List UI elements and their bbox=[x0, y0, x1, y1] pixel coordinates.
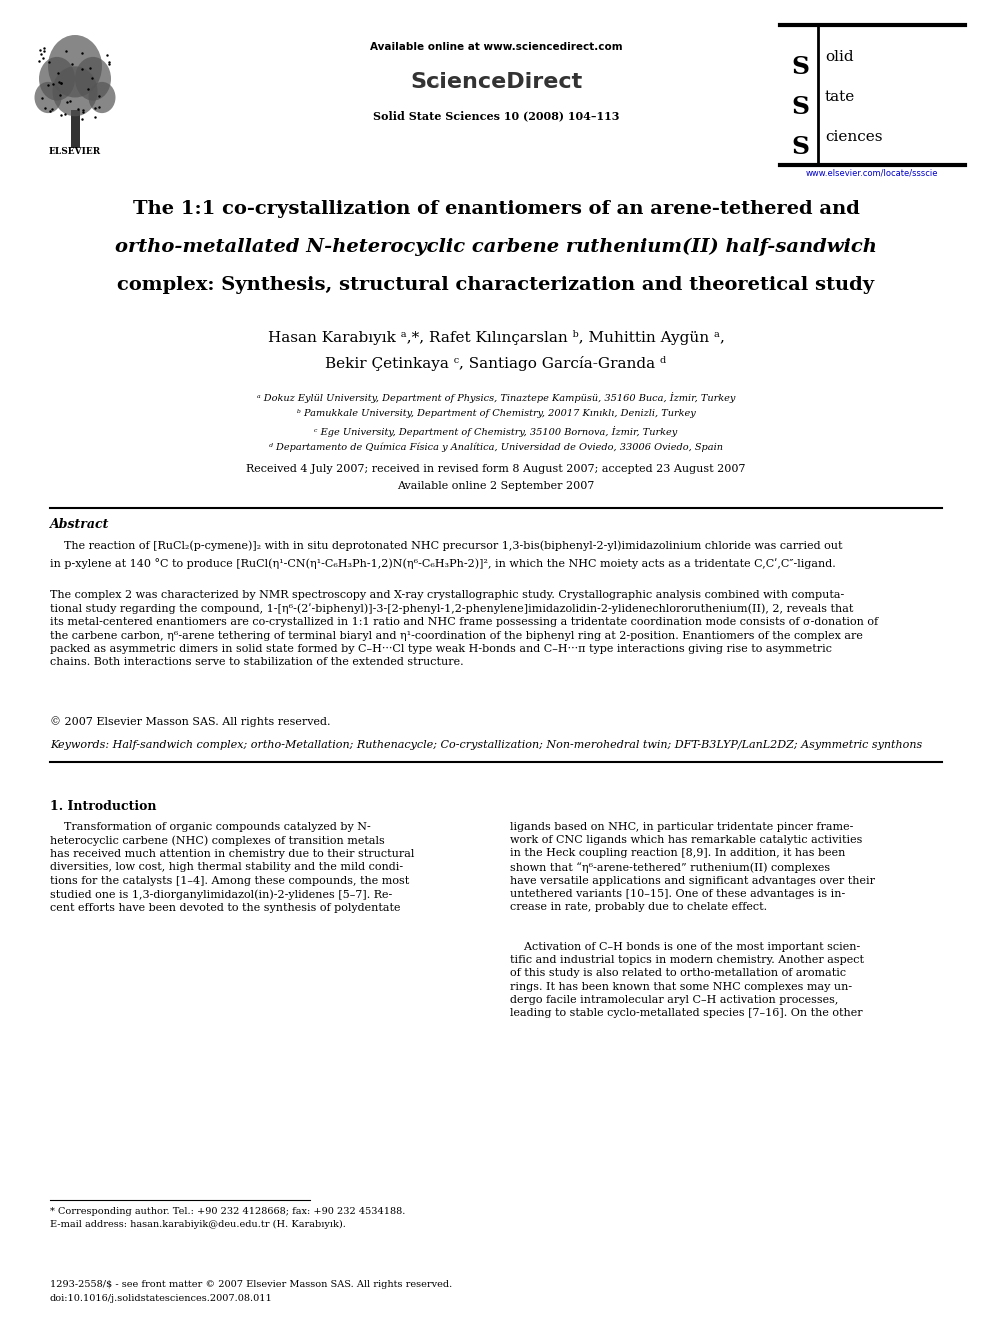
Text: ᵃ Dokuz Eylül University, Department of Physics, Tinaztepe Kampüsü, 35160 Buca, : ᵃ Dokuz Eylül University, Department of … bbox=[257, 392, 735, 404]
Text: 1293-2558/$ - see front matter © 2007 Elsevier Masson SAS. All rights reserved.: 1293-2558/$ - see front matter © 2007 El… bbox=[50, 1279, 452, 1289]
Ellipse shape bbox=[53, 66, 97, 116]
Text: Available online at www.sciencedirect.com: Available online at www.sciencedirect.co… bbox=[370, 42, 622, 52]
Text: ScienceDirect: ScienceDirect bbox=[410, 71, 582, 93]
Text: olid: olid bbox=[825, 50, 854, 64]
Text: Available online 2 September 2007: Available online 2 September 2007 bbox=[398, 482, 594, 491]
Ellipse shape bbox=[75, 57, 111, 101]
Text: Abstract: Abstract bbox=[50, 519, 109, 531]
Text: ᵈ Departamento de Química Física y Analítica, Universidad de Oviedo, 33006 Ovied: ᵈ Departamento de Química Física y Analí… bbox=[269, 443, 723, 452]
Text: ᶜ Ege University, Department of Chemistry, 35100 Bornova, İzmir, Turkey: ᶜ Ege University, Department of Chemistr… bbox=[314, 426, 678, 437]
Text: Hasan Karabıyık ᵃ,*, Rafet Kılınçarslan ᵇ, Muhittin Aygün ᵃ,: Hasan Karabıyık ᵃ,*, Rafet Kılınçarslan … bbox=[268, 329, 724, 345]
Text: in p-xylene at 140 °C to produce [RuCl(η¹-CN(η¹-C₆H₃Ph-1,2)N(η⁶-C₆H₃Ph-2)]², in : in p-xylene at 140 °C to produce [RuCl(η… bbox=[50, 558, 835, 569]
Text: www.elsevier.com/locate/ssscie: www.elsevier.com/locate/ssscie bbox=[806, 168, 938, 177]
Text: Solid State Sciences 10 (2008) 104–113: Solid State Sciences 10 (2008) 104–113 bbox=[373, 110, 619, 120]
Text: Transformation of organic compounds catalyzed by N-
heterocyclic carbene (NHC) c: Transformation of organic compounds cata… bbox=[50, 822, 415, 913]
Ellipse shape bbox=[88, 82, 115, 114]
Bar bbox=[70, 110, 79, 147]
Text: E-mail address: hasan.karabiyik@deu.edu.tr (H. Karabıyık).: E-mail address: hasan.karabiyik@deu.edu.… bbox=[50, 1220, 346, 1229]
Text: ᵇ Pamukkale University, Department of Chemistry, 20017 Kınıklı, Denizli, Turkey: ᵇ Pamukkale University, Department of Ch… bbox=[297, 409, 695, 418]
Text: The 1:1 co-crystallization of enantiomers of an arene-tethered and: The 1:1 co-crystallization of enantiomer… bbox=[133, 200, 859, 218]
Text: Activation of C–H bonds is one of the most important scien-
tific and industrial: Activation of C–H bonds is one of the mo… bbox=[510, 942, 864, 1017]
Text: ELSEVIER: ELSEVIER bbox=[49, 147, 101, 156]
Text: ortho-metallated N-heterocyclic carbene ruthenium(II) half-sandwich: ortho-metallated N-heterocyclic carbene … bbox=[115, 238, 877, 257]
Text: tate: tate bbox=[825, 90, 855, 105]
Ellipse shape bbox=[48, 34, 102, 98]
Text: ciences: ciences bbox=[825, 130, 883, 144]
Text: Keywords: Half-sandwich complex; ortho-Metallation; Ruthenacycle; Co-crystalliza: Keywords: Half-sandwich complex; ortho-M… bbox=[50, 740, 923, 750]
Ellipse shape bbox=[35, 82, 62, 114]
Text: S: S bbox=[791, 135, 809, 159]
Text: S: S bbox=[791, 56, 809, 79]
Text: Bekir Çetinkaya ᶜ, Santiago García-Granda ᵈ: Bekir Çetinkaya ᶜ, Santiago García-Grand… bbox=[325, 356, 667, 370]
Text: doi:10.1016/j.solidstatesciences.2007.08.011: doi:10.1016/j.solidstatesciences.2007.08… bbox=[50, 1294, 273, 1303]
Text: S: S bbox=[791, 95, 809, 119]
Text: Received 4 July 2007; received in revised form 8 August 2007; accepted 23 August: Received 4 July 2007; received in revise… bbox=[246, 464, 746, 474]
Text: © 2007 Elsevier Masson SAS. All rights reserved.: © 2007 Elsevier Masson SAS. All rights r… bbox=[50, 716, 330, 726]
Text: 1. Introduction: 1. Introduction bbox=[50, 800, 157, 814]
Text: * Corresponding author. Tel.: +90 232 4128668; fax: +90 232 4534188.: * Corresponding author. Tel.: +90 232 41… bbox=[50, 1207, 406, 1216]
Text: The complex 2 was characterized by NMR spectroscopy and X-ray crystallographic s: The complex 2 was characterized by NMR s… bbox=[50, 590, 878, 667]
Text: ligands based on NHC, in particular tridentate pincer frame-
work of CNC ligands: ligands based on NHC, in particular trid… bbox=[510, 822, 875, 913]
Text: The reaction of [RuCl₂(p-cymene)]₂ with in situ deprotonated NHC precursor 1,3-b: The reaction of [RuCl₂(p-cymene)]₂ with … bbox=[50, 540, 842, 550]
Text: complex: Synthesis, structural characterization and theoretical study: complex: Synthesis, structural character… bbox=[117, 277, 875, 294]
Ellipse shape bbox=[39, 57, 75, 101]
Text: •••: ••• bbox=[419, 79, 441, 93]
Bar bbox=[30, 34, 120, 142]
